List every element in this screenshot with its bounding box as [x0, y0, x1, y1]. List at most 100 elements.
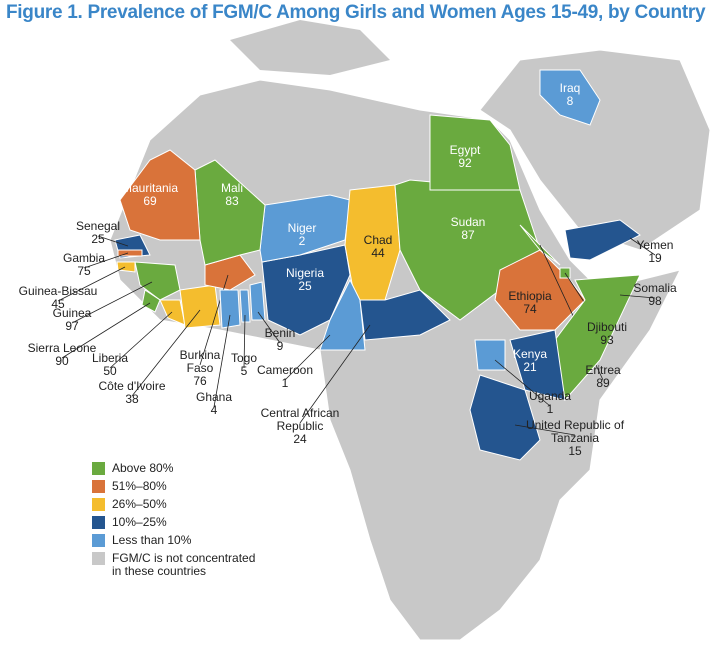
country-name: Eritrea [585, 363, 621, 377]
country-name: Iraq [559, 81, 581, 95]
country [474, 339, 506, 371]
legend-label: 10%–25% [112, 515, 167, 529]
legend-label: Above 80% [112, 461, 174, 475]
country-name: Liberia [91, 351, 129, 365]
land [479, 49, 711, 251]
country [259, 194, 351, 263]
country-label: Togo 5 [224, 352, 264, 378]
leader-line [629, 237, 656, 256]
country-name: Mali [220, 181, 243, 195]
country-name: Benin [264, 326, 296, 340]
country-value: 69 [143, 194, 157, 208]
country [564, 219, 641, 261]
country-name: Guinea-Bissau [18, 284, 98, 298]
country-label: Senegal 25 [68, 220, 128, 246]
country-label: Côte d'Ivoire 38 [87, 380, 177, 406]
country-value: 1 [546, 402, 554, 416]
legend-swatch [92, 534, 105, 547]
country [319, 278, 366, 351]
leader-line [131, 309, 201, 397]
country-label: Cameroon 1 [250, 364, 320, 390]
country-value: 9 [276, 339, 284, 353]
country-label: Ethiopia 74 [495, 290, 565, 316]
country-value: 75 [77, 264, 91, 278]
country [116, 261, 136, 273]
country-name: Kenya [512, 347, 548, 361]
country-name: Ghana [195, 390, 233, 404]
leader-line [109, 311, 173, 369]
country-name: Djibouti [586, 320, 628, 334]
leader-line [257, 311, 281, 344]
country-value: 25 [298, 279, 312, 293]
country-label: Sudan 87 [443, 216, 493, 242]
country-name: Togo [230, 351, 258, 365]
leader-line [514, 424, 576, 436]
country-label: Gambia 75 [54, 252, 114, 278]
country [119, 149, 201, 241]
country-name: Senegal [75, 219, 121, 233]
leader-line [213, 314, 231, 408]
title: Figure 1. Prevalence of FGM/C Among Girl… [6, 2, 706, 23]
country-label: Burkina Faso 76 [175, 349, 225, 388]
leader-line [494, 359, 551, 407]
legend-swatch [92, 552, 105, 565]
country [429, 114, 521, 191]
country [219, 289, 241, 329]
country-label: Uganda 1 [525, 390, 575, 416]
country-label: Somalia 98 [625, 282, 685, 308]
country-label: Guinea 97 [42, 307, 102, 333]
country [141, 289, 161, 313]
country-value: 38 [125, 392, 139, 406]
country-name: Nigeria [285, 266, 324, 280]
country-value: 4 [210, 403, 218, 417]
land [230, 20, 390, 75]
country-value: 93 [600, 333, 614, 347]
country-value: 24 [293, 432, 307, 446]
country-label: Ghana 4 [189, 391, 239, 417]
country-value: 15 [568, 444, 582, 458]
country-label: Chad 44 [353, 234, 403, 260]
country-name: Côte d'Ivoire [98, 379, 166, 393]
country-label: Nigeria 25 [270, 267, 340, 293]
country [539, 69, 601, 126]
country-value: 50 [103, 364, 117, 378]
country [239, 289, 251, 323]
country-label: Benin 9 [255, 327, 305, 353]
leader-line [61, 302, 151, 359]
country-label: Djibouti 93 [577, 321, 637, 347]
country-value: 74 [523, 302, 537, 316]
country-label: Yemen 19 [630, 239, 680, 265]
country-value: 1 [281, 376, 289, 390]
country-name: Central African Republic [260, 406, 340, 433]
country-name: Guinea [52, 306, 92, 320]
country-value: 45 [51, 297, 65, 311]
country-name: Mauritania [121, 181, 179, 195]
country-value: 21 [523, 360, 537, 374]
leader-line [97, 235, 129, 247]
legend-label: FGM/C is not concentrated in these count… [112, 551, 256, 578]
country-value: 44 [371, 246, 385, 260]
leader-line [83, 252, 129, 269]
country-value: 87 [461, 228, 475, 242]
country-value: 92 [458, 156, 472, 170]
leader-line [243, 314, 246, 369]
legend-swatch [92, 462, 105, 475]
legend-swatch [92, 516, 105, 529]
country-value: 19 [648, 251, 662, 265]
country-value: 2 [298, 234, 306, 248]
legend-swatch [92, 498, 105, 511]
country-value: 97 [65, 319, 79, 333]
country-label: Mali 83 [207, 182, 257, 208]
country-name: Sudan [450, 215, 486, 229]
leader-line [619, 294, 656, 299]
country [194, 159, 266, 266]
country-label: Central African Republic 24 [245, 407, 355, 446]
legend-label: 26%–50% [112, 497, 167, 511]
legend-label: Less than 10% [112, 533, 192, 547]
country-value: 83 [225, 194, 239, 208]
country-label: Niger 2 [272, 222, 332, 248]
country-name: Somalia [633, 281, 677, 295]
country-label: Kenya 21 [505, 348, 555, 374]
